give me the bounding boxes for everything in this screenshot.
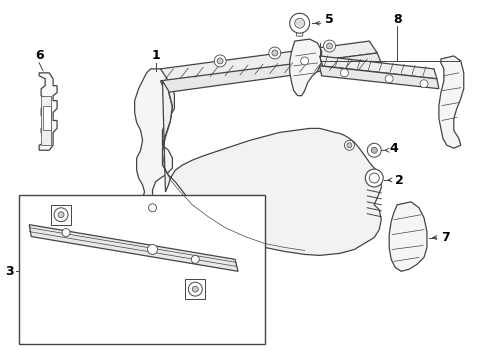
Circle shape: [62, 229, 70, 237]
Polygon shape: [135, 69, 174, 256]
Bar: [19, 195, 265, 344]
Text: 8: 8: [393, 13, 401, 26]
Circle shape: [294, 18, 305, 28]
Circle shape: [323, 40, 336, 52]
Circle shape: [54, 208, 68, 222]
Circle shape: [214, 55, 226, 67]
Circle shape: [188, 282, 202, 296]
Polygon shape: [290, 39, 321, 96]
Polygon shape: [319, 66, 439, 89]
Circle shape: [368, 143, 381, 157]
Text: 6: 6: [35, 49, 44, 63]
Circle shape: [366, 169, 383, 187]
Circle shape: [385, 75, 393, 83]
Polygon shape: [295, 23, 304, 36]
Text: 5: 5: [325, 13, 334, 26]
Polygon shape: [439, 56, 464, 148]
Circle shape: [341, 69, 348, 77]
Circle shape: [290, 13, 310, 33]
Circle shape: [347, 143, 352, 148]
Circle shape: [147, 244, 157, 255]
Circle shape: [58, 212, 64, 218]
Circle shape: [191, 255, 199, 264]
Circle shape: [420, 80, 428, 88]
Polygon shape: [39, 73, 57, 150]
Text: 3: 3: [5, 265, 14, 278]
Polygon shape: [29, 225, 238, 271]
Text: 1: 1: [151, 49, 160, 63]
Circle shape: [272, 50, 278, 56]
Polygon shape: [163, 81, 381, 255]
Polygon shape: [389, 202, 427, 271]
Bar: [185, 279, 205, 299]
Circle shape: [301, 57, 309, 65]
Text: 2: 2: [395, 174, 403, 186]
Bar: [51, 205, 71, 225]
Polygon shape: [43, 105, 51, 130]
Circle shape: [326, 43, 333, 49]
Circle shape: [148, 204, 156, 212]
Circle shape: [217, 58, 223, 64]
Polygon shape: [161, 53, 381, 93]
Circle shape: [192, 286, 198, 292]
Polygon shape: [319, 56, 437, 79]
Text: 4: 4: [390, 142, 398, 155]
Circle shape: [344, 140, 354, 150]
Polygon shape: [161, 41, 377, 81]
Text: 7: 7: [441, 231, 450, 244]
Polygon shape: [41, 96, 51, 145]
Circle shape: [269, 47, 281, 59]
Circle shape: [371, 147, 377, 153]
Circle shape: [369, 173, 379, 183]
